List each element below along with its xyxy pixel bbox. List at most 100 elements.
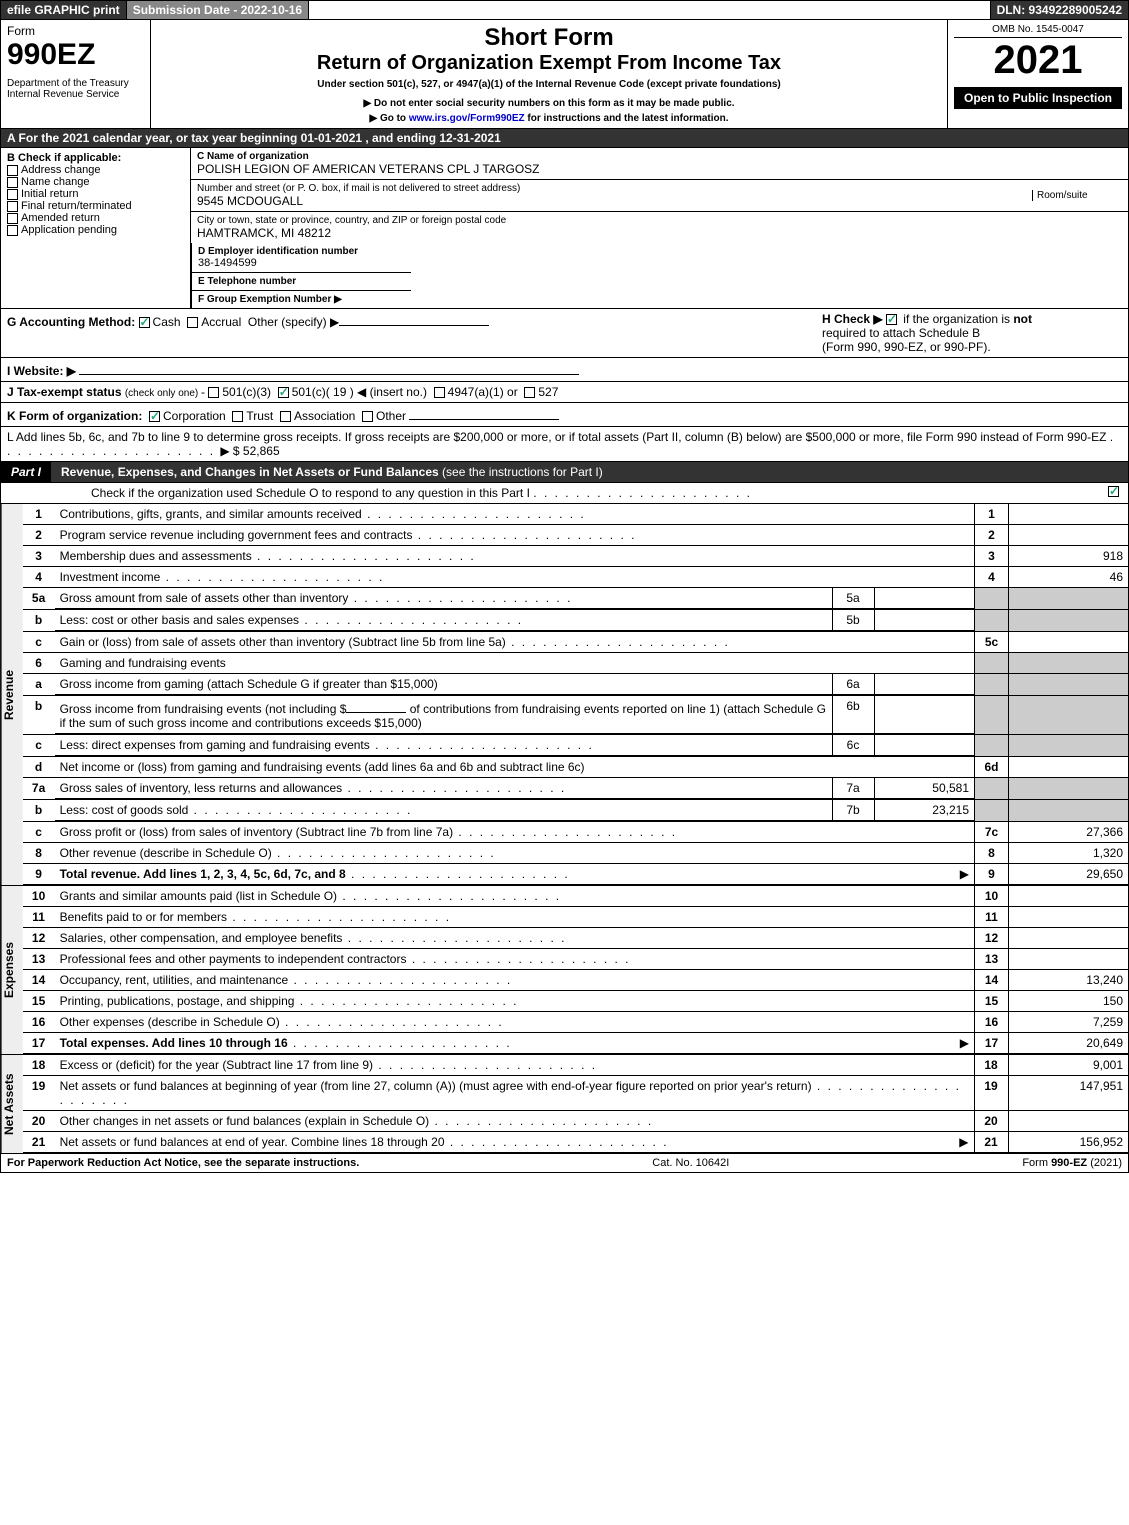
- l6-no: 6: [23, 653, 55, 674]
- j-opt1: 501(c)(3): [222, 385, 271, 399]
- l6d-no: d: [23, 757, 55, 778]
- l6-rn: [975, 653, 1009, 674]
- chk-trust[interactable]: [232, 411, 243, 422]
- irs-link[interactable]: www.irs.gov/Form990EZ: [409, 113, 525, 124]
- dots-icon: [294, 994, 518, 1008]
- chk-corp[interactable]: [149, 411, 160, 422]
- l11-val: [1009, 907, 1129, 928]
- chk-initial-return[interactable]: [7, 189, 18, 200]
- k-label: K Form of organization:: [7, 409, 142, 423]
- line-6b: bGross income from fundraising events (n…: [23, 696, 1129, 735]
- top-spacer: [309, 1, 990, 19]
- line-5b: bLess: cost or other basis and sales exp…: [23, 610, 1129, 632]
- l5a-desc: Gross amount from sale of assets other t…: [60, 591, 349, 605]
- l21-rn: 21: [974, 1132, 1008, 1153]
- l6a-box: 6a: [832, 674, 874, 695]
- l5a-no: 5a: [23, 588, 55, 610]
- revenue-table: 1Contributions, gifts, grants, and simil…: [23, 504, 1129, 885]
- line-21: 21 Net assets or fund balances at end of …: [23, 1132, 1128, 1153]
- line-7a: 7aGross sales of inventory, less returns…: [23, 778, 1129, 800]
- dept-treasury: Department of the Treasury: [7, 78, 144, 89]
- l6a-no: a: [23, 674, 55, 696]
- footer-right-form: 990-EZ: [1051, 1157, 1087, 1169]
- l7b-rn: [975, 800, 1009, 822]
- line-12: 12Salaries, other compensation, and empl…: [23, 928, 1129, 949]
- e-row: E Telephone number: [192, 273, 411, 291]
- l4-rn: 4: [975, 567, 1009, 588]
- d-label: D Employer identification number: [198, 246, 405, 257]
- l17-rn: 17: [975, 1033, 1009, 1054]
- l9-no: 9: [23, 864, 55, 885]
- k-opt-0: Corporation: [163, 409, 226, 423]
- l10-val: [1009, 886, 1129, 907]
- g-other-blank[interactable]: [339, 312, 489, 326]
- part1-title: Revenue, Expenses, and Changes in Net As…: [61, 462, 1128, 482]
- l-amount: ▶ $ 52,865: [220, 444, 279, 458]
- revenue-group: Revenue 1Contributions, gifts, grants, a…: [0, 504, 1129, 886]
- l2-no: 2: [23, 525, 55, 546]
- l7c-no: c: [23, 822, 55, 843]
- chk-accrual[interactable]: [187, 317, 198, 328]
- line-16: 16Other expenses (describe in Schedule O…: [23, 1012, 1129, 1033]
- chk-name-change[interactable]: [7, 177, 18, 188]
- dots-icon: [227, 910, 451, 924]
- j-sub: (check only one): [125, 388, 201, 399]
- chk-4947[interactable]: [434, 387, 445, 398]
- l6a-val: [1009, 674, 1129, 696]
- line-5c: cGain or (loss) from sale of assets othe…: [23, 632, 1129, 653]
- l18-no: 18: [23, 1055, 55, 1076]
- website-blank[interactable]: [79, 361, 579, 375]
- chk-schedule-o[interactable]: [1108, 486, 1119, 497]
- l12-rn: 12: [975, 928, 1009, 949]
- chk-527[interactable]: [524, 387, 535, 398]
- h-not: not: [1013, 312, 1032, 326]
- l6b-bval: [874, 696, 974, 734]
- l21-desc: Net assets or fund balances at end of ye…: [60, 1135, 445, 1149]
- l17-val: 20,649: [1009, 1033, 1129, 1054]
- l2-desc: Program service revenue including govern…: [60, 528, 413, 542]
- l17-desc: Total expenses. Add lines 10 through 16: [60, 1036, 288, 1050]
- l6b-blank[interactable]: [346, 699, 406, 713]
- l21-val: 156,952: [1008, 1132, 1128, 1153]
- line-14: 14Occupancy, rent, utilities, and mainte…: [23, 970, 1129, 991]
- chk-other-org[interactable]: [362, 411, 373, 422]
- l7b-desc: Less: cost of goods sold: [60, 803, 189, 817]
- j-opt2: 501(c)( 19 ) ◀ (insert no.): [292, 385, 427, 399]
- l20-val: [1008, 1111, 1128, 1132]
- submission-date-button[interactable]: Submission Date - 2022-10-16: [127, 1, 309, 19]
- tax-year: 2021: [954, 38, 1122, 83]
- section-h: H Check ▶ if the organization is not req…: [822, 312, 1122, 354]
- line-20: 20Other changes in net assets or fund ba…: [23, 1111, 1128, 1132]
- header-center: Short Form Return of Organization Exempt…: [151, 20, 948, 128]
- chk-amended-return[interactable]: [7, 213, 18, 224]
- line-6: 6Gaming and fundraising events: [23, 653, 1129, 674]
- l8-val: 1,320: [1009, 843, 1129, 864]
- section-b: B Check if applicable: Address change Na…: [1, 148, 191, 308]
- efile-print-button[interactable]: efile GRAPHIC print: [1, 1, 127, 19]
- l16-val: 7,259: [1009, 1012, 1129, 1033]
- l5b-rn: [975, 610, 1009, 632]
- dots-icon: [342, 931, 566, 945]
- chk-cash[interactable]: [139, 317, 150, 328]
- line-15: 15Printing, publications, postage, and s…: [23, 991, 1129, 1012]
- part1-sub: (see the instructions for Part I): [439, 465, 603, 479]
- l7c-rn: 7c: [975, 822, 1009, 843]
- l6c-rn: [975, 735, 1009, 757]
- chk-final-return[interactable]: [7, 201, 18, 212]
- l6c-desc: Less: direct expenses from gaming and fu…: [60, 738, 370, 752]
- chk-schedule-b[interactable]: [886, 314, 897, 325]
- row-k: K Form of organization: Corporation Trus…: [0, 403, 1129, 427]
- chk-501c3[interactable]: [208, 387, 219, 398]
- l7b-val: [1009, 800, 1129, 822]
- l18-val: 9,001: [1008, 1055, 1128, 1076]
- l9-desc: Total revenue. Add lines 1, 2, 3, 4, 5c,…: [60, 867, 346, 881]
- l11-no: 11: [23, 907, 55, 928]
- k-other-blank[interactable]: [409, 406, 559, 420]
- chk-assoc[interactable]: [280, 411, 291, 422]
- chk-address-change[interactable]: [7, 165, 18, 176]
- chk-501c[interactable]: [278, 387, 289, 398]
- chk-application-pending[interactable]: [7, 225, 18, 236]
- l5a-bval: [874, 588, 974, 609]
- j-opt3: 4947(a)(1) or: [448, 385, 518, 399]
- l20-no: 20: [23, 1111, 55, 1132]
